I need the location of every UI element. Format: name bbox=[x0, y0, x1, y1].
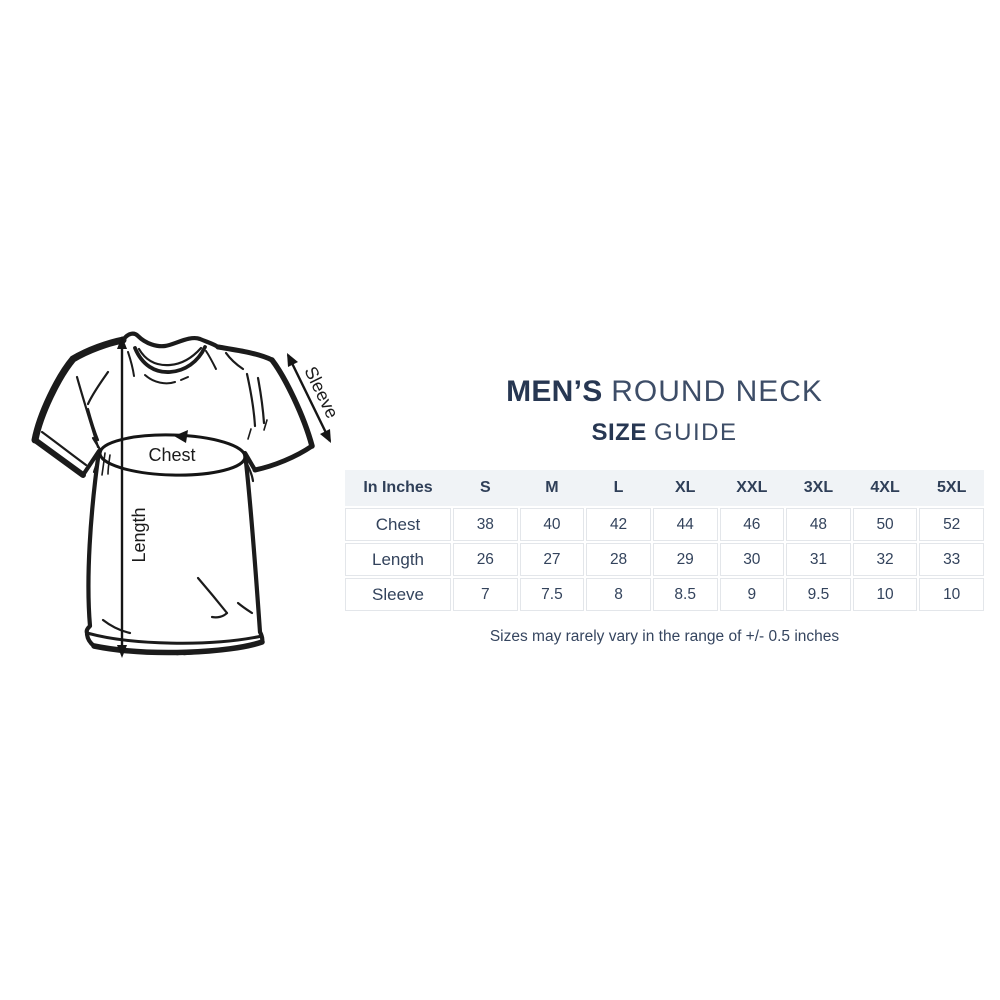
size-guide-panel: MEN’S ROUND NECK SIZE GUIDE In Inches S … bbox=[345, 377, 984, 646]
cell-sleeve-3xl: 9.5 bbox=[786, 578, 851, 611]
cell-sleeve-l: 8 bbox=[586, 578, 651, 611]
tshirt-outline bbox=[32, 331, 315, 655]
cell-length-s: 26 bbox=[453, 543, 518, 576]
cell-sleeve-5xl: 10 bbox=[919, 578, 984, 611]
fabric-folds bbox=[40, 351, 268, 656]
sleeve-arrowhead-up-icon bbox=[287, 353, 298, 367]
column-header-s: S bbox=[479, 479, 491, 496]
size-table-header: In Inches S M L XL XXL 3XL 4XL 5XL bbox=[345, 470, 984, 506]
chest-arrowhead-icon bbox=[174, 430, 188, 443]
cell-chest-xxl: 46 bbox=[719, 508, 785, 541]
sleeve-arrowhead-down-icon bbox=[320, 429, 331, 443]
row-label-length: Length bbox=[345, 543, 451, 576]
cell-chest-xl: 44 bbox=[652, 508, 718, 541]
cell-length-5xl: 33 bbox=[919, 543, 984, 576]
subtitle-bold: SIZE bbox=[591, 419, 647, 446]
subtitle-light: GUIDE bbox=[654, 419, 738, 446]
column-header-units: In Inches bbox=[363, 479, 433, 496]
title-light: ROUND NECK bbox=[611, 375, 823, 408]
cell-chest-m: 40 bbox=[519, 508, 585, 541]
column-header-xl: XL bbox=[674, 479, 696, 496]
column-header-l: L bbox=[613, 479, 624, 496]
row-label-sleeve: Sleeve bbox=[345, 578, 451, 611]
cell-length-l: 28 bbox=[586, 543, 651, 576]
tshirt-measurement-diagram: Chest Length Sleeve bbox=[31, 331, 342, 658]
cell-length-xxl: 30 bbox=[719, 543, 785, 576]
chest-label: Chest bbox=[148, 445, 195, 465]
cell-length-4xl: 32 bbox=[852, 543, 918, 576]
chest-ellipse bbox=[98, 433, 247, 477]
page-subtitle: SIZE GUIDE bbox=[345, 421, 984, 445]
cell-sleeve-xl: 8.5 bbox=[652, 578, 718, 611]
cell-chest-4xl: 50 bbox=[852, 508, 918, 541]
cell-chest-5xl: 52 bbox=[919, 508, 984, 541]
cell-sleeve-m: 7.5 bbox=[519, 578, 585, 611]
length-arrowhead-down-icon bbox=[117, 645, 127, 658]
length-label: Length bbox=[129, 507, 149, 562]
tshirt-heavy-edges bbox=[31, 336, 315, 656]
length-arrowhead-up-icon bbox=[117, 336, 127, 349]
tolerance-note: Sizes may rarely vary in the range of +/… bbox=[489, 628, 840, 645]
cell-length-m: 27 bbox=[519, 543, 585, 576]
title-bold: MEN’S bbox=[506, 375, 603, 408]
page-title: MEN’S ROUND NECK bbox=[345, 377, 984, 407]
cell-chest-l: 42 bbox=[586, 508, 651, 541]
column-header-5xl: 5XL bbox=[937, 479, 967, 496]
length-measure: Length bbox=[117, 336, 149, 658]
cell-sleeve-s: 7 bbox=[453, 578, 518, 611]
column-header-4xl: 4XL bbox=[870, 479, 900, 496]
cell-length-xl: 29 bbox=[652, 543, 718, 576]
chest-measure: Chest bbox=[98, 430, 247, 477]
row-label-chest: Chest bbox=[345, 508, 451, 541]
cell-length-3xl: 31 bbox=[786, 543, 851, 576]
column-header-m: M bbox=[545, 479, 559, 496]
cell-chest-3xl: 48 bbox=[786, 508, 851, 541]
collar-detail bbox=[127, 345, 217, 385]
size-table-body: Chest 38 40 42 44 46 48 50 52 Length 26 … bbox=[345, 508, 984, 611]
column-header-3xl: 3XL bbox=[803, 479, 834, 496]
cell-sleeve-xxl: 9 bbox=[719, 578, 785, 611]
size-table: In Inches S M L XL XXL 3XL 4XL 5XL Chest… bbox=[345, 470, 984, 611]
column-header-xxl: XXL bbox=[736, 479, 768, 496]
cell-sleeve-4xl: 10 bbox=[852, 578, 918, 611]
cell-chest-s: 38 bbox=[453, 508, 518, 541]
